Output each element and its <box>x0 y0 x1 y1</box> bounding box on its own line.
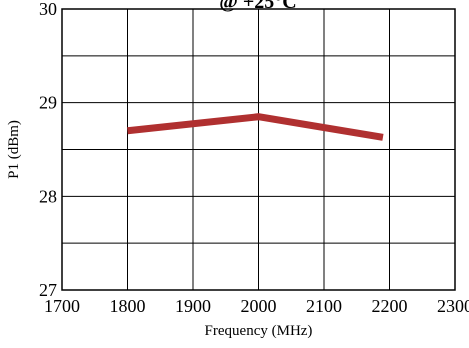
plot-frame <box>61 8 456 291</box>
x-tick-label: 2300 <box>437 296 469 316</box>
y-axis-label: P1 (dBm) <box>6 120 22 179</box>
x-axis-label: Frequency (MHz) <box>205 323 313 339</box>
y-tick-label: 27 <box>39 280 57 300</box>
y-tick-label: 28 <box>39 186 57 206</box>
series-layer <box>127 113 384 141</box>
x-tick-label: 1800 <box>110 296 146 316</box>
y-tick-label: 30 <box>39 0 57 19</box>
x-tick-label: 1700 <box>44 296 80 316</box>
chart-title: @ +25°C <box>219 0 296 13</box>
grid <box>62 9 455 290</box>
series-line <box>127 113 384 141</box>
x-tick-labels: 1700 1800 1900 2000 2100 2200 2300 <box>44 296 469 316</box>
x-tick-label: 2200 <box>372 296 408 316</box>
x-tick-label: 2000 <box>241 296 277 316</box>
y-tick-label: 29 <box>39 93 57 113</box>
x-tick-label: 2100 <box>306 296 342 316</box>
y-tick-labels: 27 28 29 30 <box>39 0 57 300</box>
x-tick-label: 1900 <box>175 296 211 316</box>
